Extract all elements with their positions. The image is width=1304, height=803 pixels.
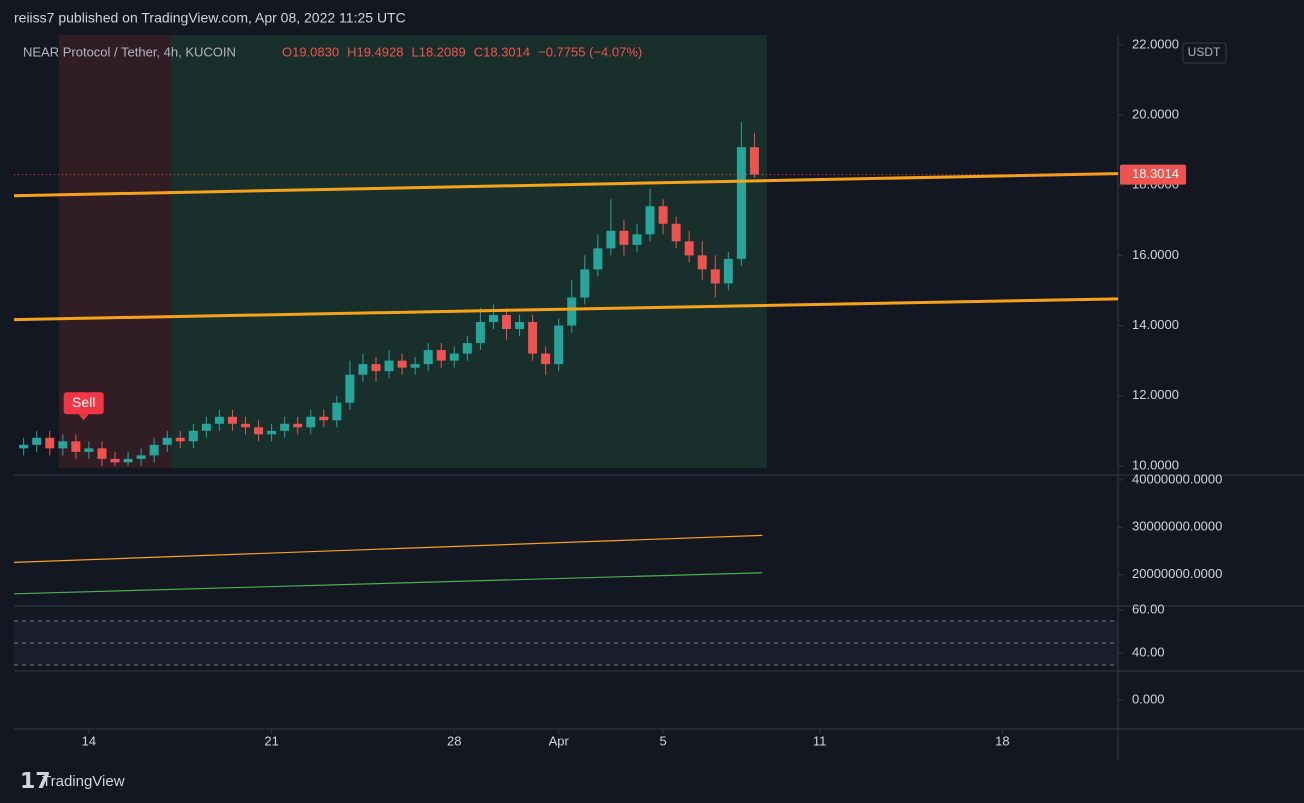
candle-body: [214, 416, 224, 424]
candle-body: [410, 364, 420, 368]
candle-body: [267, 430, 277, 435]
signal-label: Sell: [72, 394, 95, 410]
currency: USDT: [1188, 45, 1221, 59]
candle-body: [175, 437, 185, 442]
candle-body: [371, 364, 381, 372]
x-tick-label: 28: [447, 733, 461, 748]
currency-box: [1182, 42, 1227, 64]
indicator-line: [13, 572, 763, 595]
candle-body: [462, 343, 472, 354]
candle-body: [254, 427, 264, 435]
candle-body: [397, 360, 407, 368]
candle-body: [306, 416, 316, 428]
candle-body: [541, 353, 551, 365]
y-tick-label: 22.0000: [1132, 36, 1179, 51]
y-tick-label: 10.0000: [1132, 457, 1179, 472]
candle-body: [423, 350, 433, 365]
candle-body: [684, 241, 694, 256]
candle-body: [149, 444, 159, 456]
logo: 𝟭𝟳: [20, 768, 51, 793]
x-tick-label: 14: [82, 733, 96, 748]
candle-body: [358, 364, 368, 375]
candle-body: [736, 147, 746, 259]
candle-body: [645, 206, 655, 235]
x-tick-label: 11: [813, 733, 827, 748]
ohlc-value: H19.4928: [347, 44, 403, 59]
signal-box: [63, 392, 104, 415]
y-tick-label: 12.0000: [1132, 387, 1179, 402]
publish-info: reiiss7 published on TradingView.com, Ap…: [14, 10, 406, 26]
last-price-tag: [1120, 164, 1186, 185]
x-tick-label: 18: [995, 733, 1009, 748]
candle-body: [332, 402, 342, 421]
candle-body: [123, 458, 133, 463]
candle-body: [71, 441, 81, 452]
indicator-line: [13, 534, 763, 563]
x-tick-label: 5: [659, 733, 666, 748]
candle-body: [293, 423, 303, 428]
candle-body: [488, 315, 498, 323]
ohlc-value: C18.3014: [474, 44, 530, 59]
brand: TradingView: [42, 773, 125, 790]
candle-body: [84, 448, 94, 452]
candle-body: [593, 248, 603, 270]
candle-body: [32, 437, 42, 445]
y-tick-label: 40.00: [1132, 644, 1165, 659]
candle-body: [710, 269, 720, 284]
candle-body: [515, 322, 525, 330]
candle-body: [658, 206, 668, 224]
y-tick-label: 60.00: [1132, 601, 1165, 616]
y-tick-label: 40000000.0000: [1132, 471, 1222, 486]
candle-body: [188, 430, 198, 442]
ohlc-legend: O19.0830 H19.4928 L18.2089 C18.3014 −0.7755 …: [282, 44, 642, 59]
x-tick-label: 21: [264, 733, 278, 748]
candle-body: [280, 423, 290, 431]
y-tick-label: 20000000.0000: [1132, 566, 1222, 581]
candle-body: [319, 416, 329, 421]
y-tick-label: 0.000: [1132, 691, 1165, 706]
candle-body: [162, 437, 172, 445]
candle-body: [136, 455, 146, 459]
candle-body: [345, 374, 355, 403]
x-tick-label: Apr: [549, 733, 570, 748]
candle-body: [632, 234, 642, 245]
y-tick-label: 16.0000: [1132, 247, 1179, 262]
y-tick-label: 30000000.0000: [1132, 519, 1222, 534]
candle-body: [97, 448, 107, 459]
candle-body: [671, 223, 681, 242]
y-tick-label: 20.0000: [1132, 106, 1179, 121]
candle-body: [580, 269, 590, 298]
bull-zone: [171, 35, 767, 468]
symbol-title: NEAR Protocol / Tether, 4h, KUCOIN: [23, 44, 236, 59]
candle-body: [554, 325, 564, 365]
y-tick-label: 14.0000: [1132, 317, 1179, 332]
candle-body: [749, 147, 759, 175]
last-price-label: 18.3014: [1132, 166, 1179, 181]
candle-body: [201, 423, 211, 431]
candle-body: [384, 360, 394, 372]
candle-body: [606, 230, 616, 249]
candle-body: [436, 350, 446, 361]
candle-body: [227, 416, 237, 424]
trendline: [13, 297, 1119, 322]
signal-arrow: [78, 414, 89, 421]
ohlc-value: L18.2089: [412, 44, 466, 59]
candle-body: [501, 315, 511, 330]
candle-body: [45, 437, 55, 449]
candle-body: [110, 458, 120, 463]
ohlc-value: −0.7755 (−4.07%): [538, 44, 642, 59]
candle-body: [723, 258, 733, 284]
candle-body: [449, 353, 459, 361]
candle-body: [619, 230, 629, 245]
candle-body: [528, 322, 538, 354]
candle-body: [58, 441, 68, 449]
candle-body: [19, 444, 29, 449]
candle-body: [697, 255, 707, 270]
candle-body: [475, 322, 485, 344]
ohlc-value: O19.0830: [282, 44, 339, 59]
candle-body: [567, 297, 577, 326]
trendline: [13, 172, 1119, 198]
candle-body: [241, 423, 251, 428]
